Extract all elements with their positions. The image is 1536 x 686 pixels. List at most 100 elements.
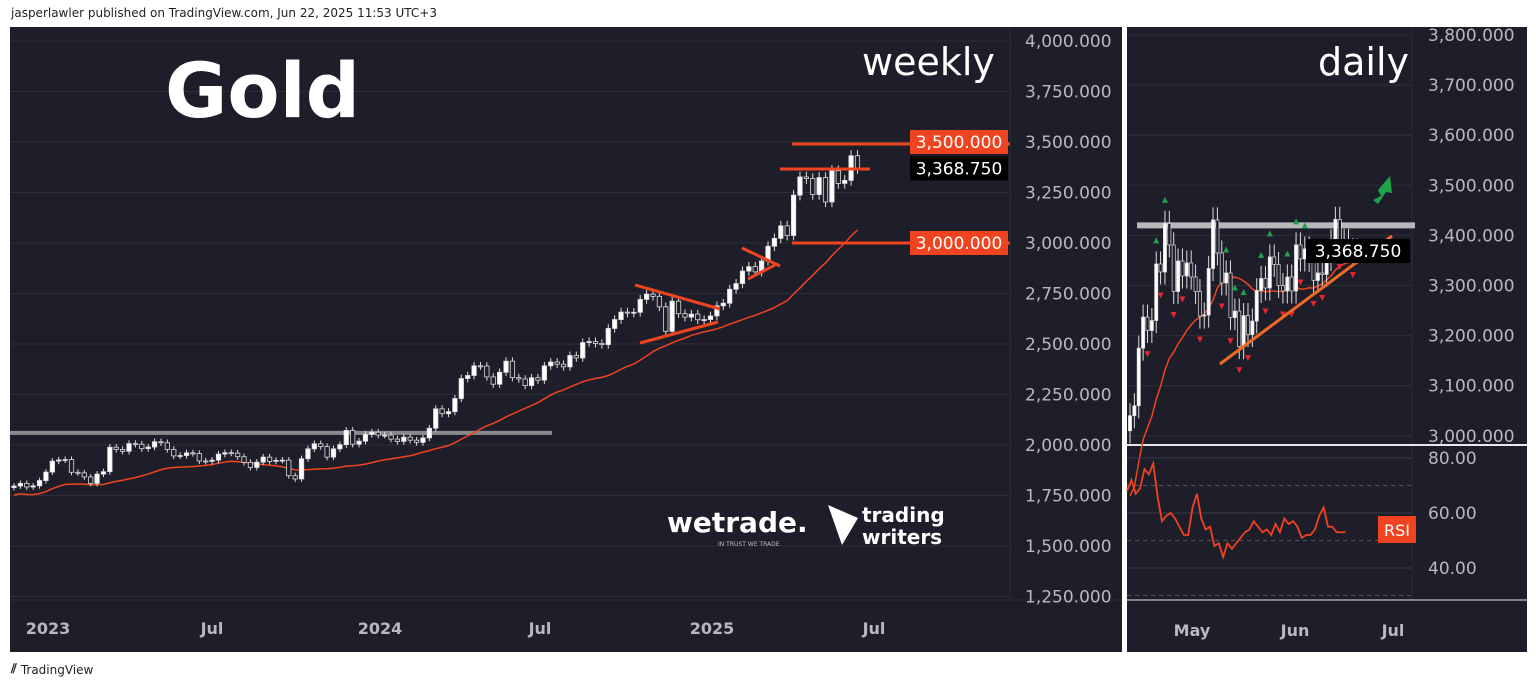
y-tick-label: 3,100.000 (1428, 377, 1515, 397)
swing-low-marker-icon (1310, 301, 1317, 308)
y-tick-label: 2,000.000 (1025, 436, 1112, 456)
candle (458, 378, 464, 399)
candle (810, 178, 816, 195)
y-tick-label: 3,300.000 (1428, 277, 1515, 297)
swing-low-marker-icon (1279, 311, 1286, 318)
y-tick-label: 3,400.000 (1428, 226, 1515, 246)
candle (330, 448, 337, 458)
candle (1259, 278, 1264, 291)
candle (1163, 223, 1167, 273)
candle (548, 361, 554, 367)
candle (535, 377, 541, 381)
candle (177, 455, 183, 457)
swing-high-marker-icon (1223, 246, 1230, 253)
candle (356, 440, 362, 445)
x-tick-label: 2025 (690, 619, 735, 638)
candle (637, 298, 643, 313)
candle (30, 485, 36, 488)
y-tick-label: 3,000.000 (1025, 234, 1112, 254)
candle (209, 459, 215, 462)
candle (503, 360, 509, 373)
candle (292, 475, 298, 480)
candle (1141, 316, 1146, 349)
swing-low-marker-icon (1157, 292, 1164, 299)
candle (1206, 268, 1211, 316)
candle (1232, 310, 1237, 318)
candle (433, 408, 439, 429)
candle (1176, 260, 1181, 292)
candle (1250, 320, 1255, 335)
candle (158, 441, 164, 444)
candle (707, 315, 714, 320)
swing-high-marker-icon (1231, 284, 1238, 291)
candle (509, 360, 516, 378)
candle (631, 311, 637, 314)
y-tick-label: 3,200.000 (1428, 327, 1515, 347)
rsi-y-tick-label: 80.00 (1428, 449, 1477, 469)
candle (145, 446, 151, 450)
trading-writers-logo-line1: trading (862, 503, 945, 527)
annotation-line (741, 246, 781, 268)
x-tick-label: Jul (862, 619, 886, 638)
candle (1302, 248, 1307, 260)
candle (1241, 315, 1246, 347)
candle (266, 456, 273, 462)
y-tick-label: 4,000.000 (1025, 32, 1112, 52)
candle (497, 371, 503, 385)
candle (120, 449, 126, 452)
candle (324, 446, 330, 458)
candle (311, 443, 317, 450)
candle (1298, 244, 1303, 260)
candle (573, 355, 579, 359)
candle (727, 288, 733, 304)
candle (739, 270, 746, 285)
candle (746, 266, 752, 272)
swing-low-marker-icon (1196, 336, 1203, 343)
candle (554, 361, 560, 365)
y-tick-label: 3,600.000 (1428, 126, 1515, 146)
candle (203, 460, 209, 463)
daily-panel[interactable] (1127, 27, 1527, 652)
candle (183, 452, 190, 456)
candle (1136, 347, 1141, 407)
swing-low-marker-icon (1170, 312, 1177, 319)
candle (733, 283, 739, 290)
candle (113, 446, 119, 450)
candle (618, 311, 624, 320)
candle (720, 302, 726, 307)
candle (62, 459, 68, 461)
candle (1276, 264, 1281, 286)
candle (663, 306, 669, 332)
y-tick-label: 1,250.000 (1025, 588, 1112, 608)
candle (1285, 276, 1290, 292)
candle (612, 319, 618, 329)
candle (43, 471, 49, 481)
candle (394, 438, 401, 442)
candle (260, 456, 266, 463)
candle (567, 355, 573, 368)
tradingview-brand[interactable]: ⫽ TradingView (11, 662, 93, 677)
x-tick-label: Jul (1381, 621, 1405, 640)
candle (17, 482, 23, 487)
candle (1167, 223, 1172, 246)
candle (1202, 314, 1207, 317)
candle (452, 398, 458, 413)
candle (49, 460, 55, 473)
candle (854, 155, 861, 169)
candle (695, 313, 701, 321)
candle (784, 225, 790, 236)
footer-label: TradingView (20, 662, 94, 677)
candle (803, 176, 809, 179)
candle (88, 476, 94, 484)
swing-low-marker-icon (1297, 279, 1304, 286)
candle (1149, 320, 1154, 331)
candle (100, 471, 107, 475)
candle (1254, 290, 1259, 322)
rsi-y-tick-label: 40.00 (1428, 559, 1477, 579)
candle (1211, 219, 1215, 269)
candle (688, 313, 694, 318)
swing-low-marker-icon (1262, 308, 1269, 315)
candle (1246, 315, 1250, 335)
swing-low-marker-icon (1236, 367, 1243, 374)
